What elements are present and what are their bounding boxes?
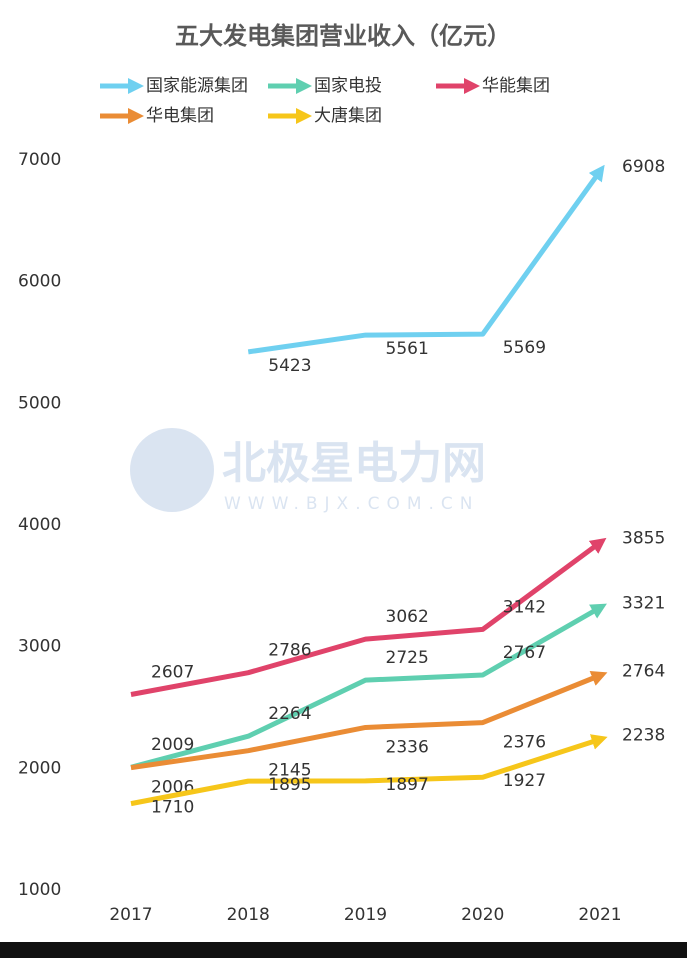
data-label: 1897 [386, 775, 429, 795]
series-line [130, 734, 608, 807]
data-label: 5423 [268, 356, 311, 376]
x-tick-label: 2020 [461, 905, 504, 925]
legend-label: 华电集团 [146, 106, 214, 126]
data-label: 5569 [503, 338, 546, 358]
legend-label: 华能集团 [482, 76, 550, 96]
bottom-bar [0, 942, 687, 958]
legend-label: 大唐集团 [314, 105, 382, 126]
data-label: 2376 [503, 733, 546, 753]
data-label: 1710 [151, 798, 194, 818]
data-label: 2786 [268, 641, 311, 661]
data-label: 6908 [622, 157, 665, 177]
data-label: 2009 [151, 735, 194, 755]
y-tick-label: 5000 [18, 393, 61, 413]
watermark-url: WWW.BJX.COM.CN [224, 494, 480, 514]
y-tick-label: 2000 [18, 758, 61, 778]
data-label: 3062 [386, 607, 429, 627]
watermark: 北极星电力网 WWW.BJX.COM.CN [130, 428, 486, 514]
data-label: 3321 [622, 594, 665, 614]
series-line [247, 164, 605, 355]
data-label: 2725 [386, 648, 429, 668]
data-label: 2764 [622, 661, 665, 681]
x-tick-label: 2018 [227, 905, 270, 925]
data-label: 1895 [268, 775, 311, 795]
data-label: 2607 [151, 662, 194, 682]
series-line [130, 537, 607, 697]
data-label: 2767 [503, 643, 546, 663]
series-line [130, 603, 607, 770]
legend-label: 国家能源集团 [146, 76, 248, 96]
y-tick-label: 4000 [18, 515, 61, 535]
data-label: 2238 [622, 725, 665, 745]
x-tick-label: 2021 [578, 905, 621, 925]
y-tick-label: 1000 [18, 880, 61, 900]
y-tick-label: 6000 [18, 272, 61, 292]
y-tick-label: 3000 [18, 637, 61, 657]
watermark-title: 北极星电力网 [222, 438, 486, 489]
data-label: 1927 [503, 771, 546, 791]
x-tick-label: 2017 [109, 905, 152, 925]
x-tick-label: 2019 [344, 905, 387, 925]
data-label: 5561 [386, 339, 429, 359]
data-label: 2264 [268, 704, 311, 724]
data-label: 3142 [503, 597, 546, 617]
watermark-logo [130, 428, 214, 512]
series-line [130, 670, 608, 771]
y-tick-label: 7000 [18, 150, 61, 170]
legend-label: 国家电投 [314, 76, 382, 96]
data-label: 2336 [386, 737, 429, 757]
data-label: 3855 [622, 529, 665, 549]
data-label: 2145 [268, 761, 311, 781]
chart-title: 五大发电集团营业收入（亿元） [175, 22, 511, 50]
